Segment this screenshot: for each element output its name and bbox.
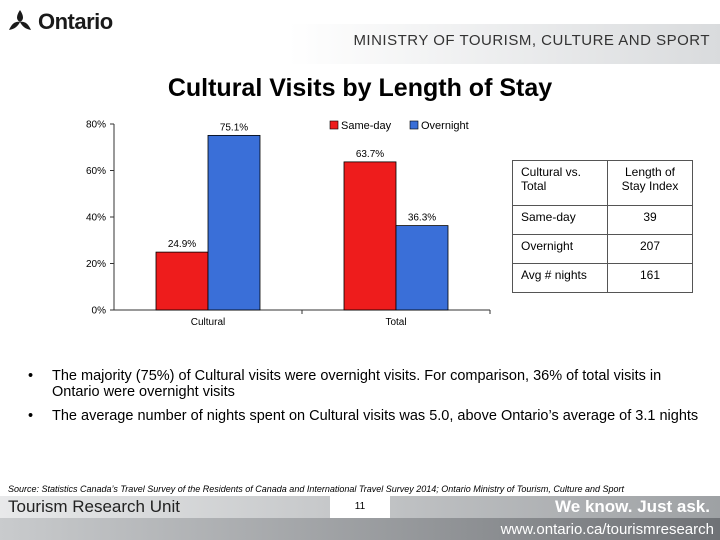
y-tick-label: 40% [86,213,106,224]
table-row: Overnight 207 [512,234,693,264]
data-label: 24.9% [168,239,196,250]
chart: 0% 20% 40% 60% 80% Cultural 24.9% 75.1% Total 63.… [0,100,500,340]
table-row: Same-day 39 [512,205,693,235]
trillium-icon [9,10,31,30]
table-header-cell: Cultural vs. Total [512,160,608,206]
bullet-text: The average number of nights spent on Cu… [52,408,699,424]
bullet-item: • The majority (75%) of Cultural visits … [28,368,700,400]
legend-swatch [409,120,419,130]
footer-bottom-band: www.ontario.ca/tourismresearch [0,518,720,540]
table-cell-value: 39 [607,205,693,235]
chart-svg: 0% 20% 40% 60% 80% Cultural 24.9% 75.1% Total 63.… [86,120,491,328]
page-number: 11 [330,496,390,518]
y-tick-label: 80% [86,120,106,131]
chart-title: Cultural Visits by Length of Stay [167,74,553,102]
data-label: 36.3% [408,213,436,224]
source-note: Source: Statistics Canada’s Travel Surve… [8,484,624,494]
table-cell-value: 161 [607,263,693,293]
length-of-stay-table: Cultural vs. Total Length of Stay Index … [512,160,693,293]
bullet-symbol: • [28,368,34,384]
bullet-item: • The average number of nights spent on … [28,408,700,424]
table-header-row: Cultural vs. Total Length of Stay Index [512,160,693,206]
table-cell-label: Overnight [512,234,608,264]
research-unit-label: Tourism Research Unit [8,497,180,516]
x-tick-label: Total [385,317,406,328]
footer: Tourism Research Unit 11 We know. Just a… [0,496,720,540]
legend-swatch [329,120,339,130]
website-url: www.ontario.ca/tourismresearch [500,521,714,538]
footer-top-band: Tourism Research Unit 11 We know. Just a… [0,496,720,518]
data-label: 63.7% [356,149,384,160]
data-label: 75.1% [220,122,248,133]
y-tick-label: 0% [92,306,107,317]
bar-overnight [207,134,261,311]
ontario-logo: Ontario [6,8,113,36]
legend-label: Overnight [421,120,469,132]
bar-same-day [343,161,397,311]
logo-text: Ontario [38,9,113,34]
bar-same-day [155,251,209,311]
table-cell-label: Avg # nights [512,263,608,293]
x-tick-label: Cultural [191,317,225,328]
header: Ontario MINISTRY OF TOURISM, CULTURE AND… [0,0,720,64]
y-tick-label: 60% [86,166,106,177]
ministry-band [0,24,720,64]
bullet-list: • The majority (75%) of Cultural visits … [28,368,700,432]
tagline: We know. Just ask. [555,497,710,516]
table-cell-label: Same-day [512,205,608,235]
ministry-name: MINISTRY OF TOURISM, CULTURE AND SPORT [353,32,710,49]
table-cell-value: 207 [607,234,693,264]
table-header-cell: Length of Stay Index [607,160,693,206]
y-tick-label: 20% [86,259,106,270]
bullet-symbol: • [28,408,34,424]
legend-label: Same-day [341,120,392,132]
bar-overnight [395,225,449,311]
table-row: Avg # nights 161 [512,263,693,293]
bullet-text: The majority (75%) of Cultural visits we… [52,368,662,400]
